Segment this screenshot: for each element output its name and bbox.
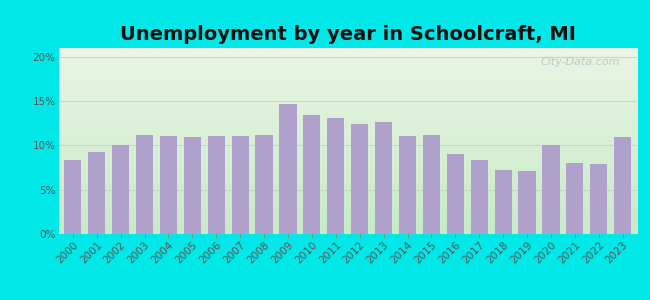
- Bar: [255, 135, 273, 234]
- Bar: [590, 164, 607, 234]
- Bar: [160, 136, 177, 234]
- Bar: [207, 136, 225, 234]
- Bar: [519, 171, 536, 234]
- Bar: [112, 145, 129, 234]
- Bar: [542, 145, 560, 234]
- Bar: [280, 104, 296, 234]
- Bar: [184, 136, 201, 234]
- Bar: [88, 152, 105, 234]
- Bar: [471, 160, 488, 234]
- Bar: [136, 135, 153, 234]
- Bar: [422, 135, 440, 234]
- Title: Unemployment by year in Schoolcraft, MI: Unemployment by year in Schoolcraft, MI: [120, 25, 576, 44]
- Bar: [231, 136, 249, 234]
- Bar: [64, 160, 81, 234]
- Bar: [614, 136, 631, 234]
- Bar: [447, 154, 464, 234]
- Bar: [399, 136, 416, 234]
- Bar: [375, 122, 392, 234]
- Text: City-Data.com: City-Data.com: [540, 57, 619, 67]
- Bar: [327, 118, 344, 234]
- Bar: [566, 163, 584, 234]
- Bar: [351, 124, 369, 234]
- Bar: [304, 115, 320, 234]
- Bar: [495, 170, 512, 234]
